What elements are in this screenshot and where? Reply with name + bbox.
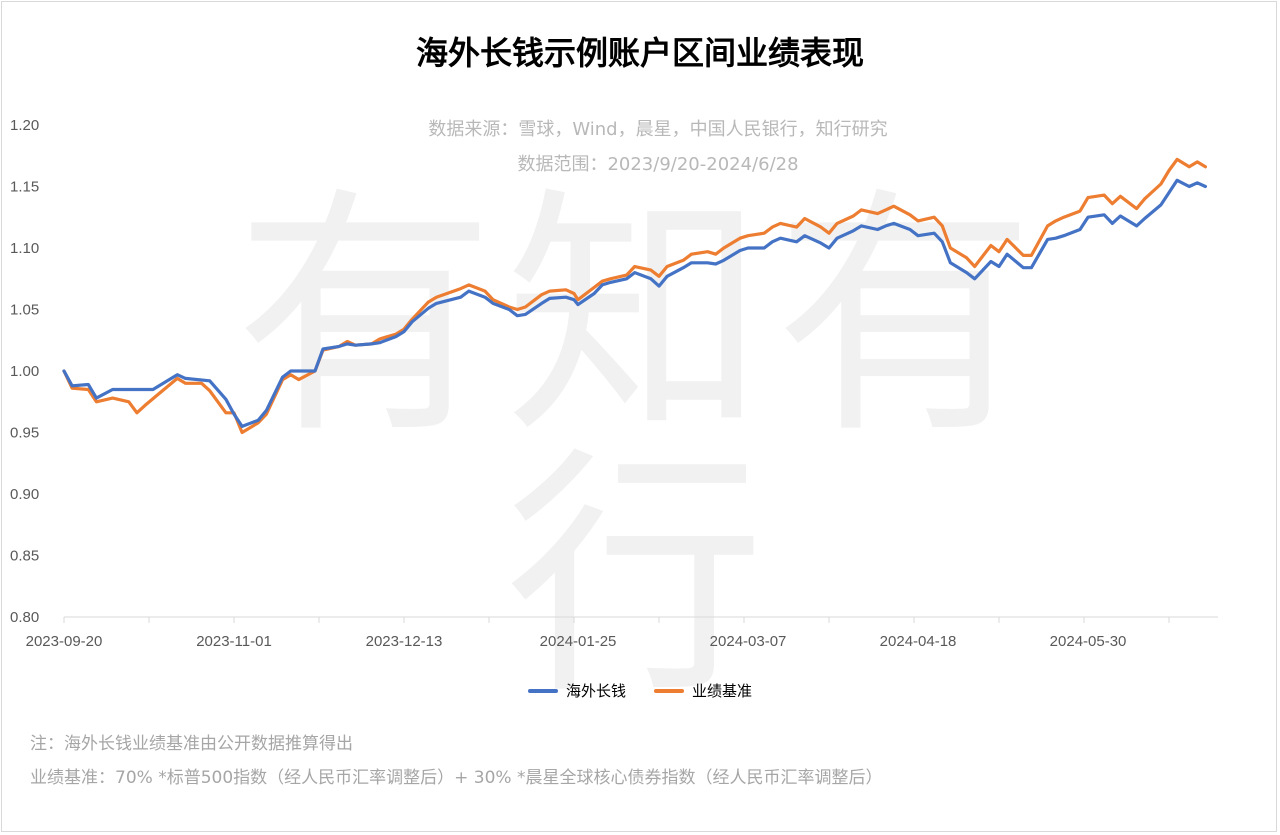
y-tick-label: 1.05 bbox=[10, 302, 39, 319]
legend-item-haiwai: 海外长钱 bbox=[527, 680, 626, 701]
y-tick-label: 1.20 bbox=[10, 117, 39, 134]
x-tick-label: 2023-12-13 bbox=[366, 633, 443, 650]
series-line-benchmark bbox=[62, 157, 1207, 435]
chart-title: 海外长钱示例账户区间业绩表现 bbox=[415, 34, 864, 72]
series-lines bbox=[62, 157, 1207, 435]
note-benchmark: 业绩基准：70% *标普500指数（经人民币汇率调整后）+ 30% *晨星全球核… bbox=[30, 768, 883, 788]
y-tick-label: 0.90 bbox=[10, 486, 39, 503]
y-axis-labels: 0.80 0.85 0.90 0.95 1.00 1.05 1.10 1.15 1.20 bbox=[10, 117, 39, 626]
legend-swatch-haiwai bbox=[527, 688, 558, 693]
x-tick-label: 2024-01-25 bbox=[540, 633, 617, 650]
x-tick-label: 2024-03-07 bbox=[710, 633, 787, 650]
x-axis: 2023-09-20 2023-11-01 2023-12-13 2024-01-25… bbox=[26, 616, 1218, 650]
data-range-line: 数据范围：2023/9/20-2024/6/28 bbox=[517, 154, 799, 175]
x-tick-label: 2023-11-01 bbox=[196, 633, 272, 650]
watermark: 有知有行 bbox=[235, 167, 1045, 729]
y-tick-label: 0.85 bbox=[10, 548, 39, 565]
y-tick-label: 1.00 bbox=[10, 363, 39, 380]
legend-item-benchmark: 业绩基准 bbox=[654, 680, 752, 701]
series-line-haiwai bbox=[62, 178, 1207, 428]
y-tick-label: 1.15 bbox=[10, 179, 39, 196]
x-tick-label: 2024-04-18 bbox=[880, 633, 957, 650]
note-source: 注：海外长钱业绩基准由公开数据推算得出 bbox=[30, 734, 353, 754]
data-source-line: 数据来源：雪球，Wind，晨星，中国人民银行，知行研究 bbox=[428, 119, 888, 140]
x-tick-label: 2024-05-30 bbox=[1050, 633, 1127, 650]
y-tick-label: 0.80 bbox=[10, 609, 39, 626]
legend-label-benchmark: 业绩基准 bbox=[692, 682, 753, 700]
legend-swatch-benchmark bbox=[654, 688, 684, 693]
legend-label-haiwai: 海外长钱 bbox=[565, 682, 626, 700]
y-tick-label: 0.95 bbox=[10, 425, 39, 442]
y-tick-label: 1.10 bbox=[10, 240, 39, 257]
x-tick-label: 2023-09-20 bbox=[26, 633, 103, 650]
legend: 海外长钱 业绩基准 bbox=[0, 680, 1280, 701]
